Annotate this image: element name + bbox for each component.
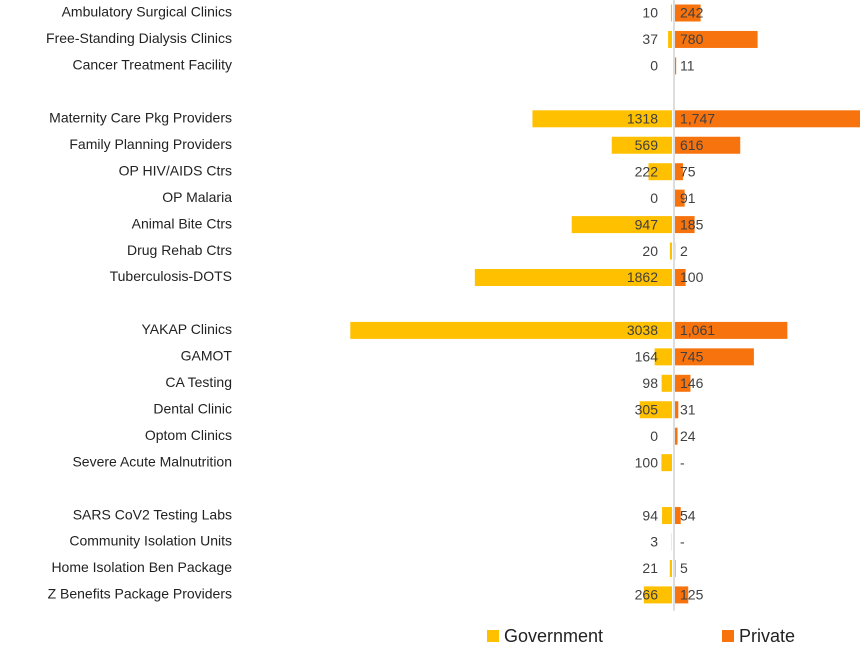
bar: [639, 401, 672, 419]
value-label: 0: [650, 190, 658, 206]
value-label: 75: [680, 163, 696, 179]
legend-label: Private: [739, 626, 795, 646]
bar: [675, 321, 788, 339]
value-label: 0: [650, 428, 658, 444]
bar: [675, 136, 741, 154]
bar: [669, 242, 672, 260]
category-label: CA Testing: [165, 374, 232, 390]
bar: [654, 348, 672, 366]
value-label: 1,061: [680, 322, 715, 338]
bar: [675, 57, 677, 75]
bar: [675, 374, 691, 392]
value-label: 164: [635, 349, 659, 365]
category-label: Z Benefits Package Providers: [48, 586, 232, 602]
bar: [675, 348, 754, 366]
value-label: 91: [680, 190, 696, 206]
category-label: GAMOT: [181, 348, 233, 364]
legend-swatch: [487, 630, 499, 642]
category-label: Drug Rehab Ctrs: [127, 242, 232, 258]
value-label: 20: [642, 243, 658, 259]
category-label: Tuberculosis-DOTS: [110, 268, 232, 284]
value-label: 745: [680, 349, 704, 365]
value-label: 1318: [627, 111, 658, 127]
value-label: 125: [680, 587, 704, 603]
bar: [675, 401, 679, 419]
bar: [662, 507, 672, 525]
bar: [675, 216, 695, 234]
value-label: 0: [650, 58, 658, 74]
category-label: Dental Clinic: [153, 400, 232, 416]
value-label: 780: [680, 31, 704, 47]
category-label: Family Planning Providers: [69, 136, 232, 152]
value-label: 569: [635, 137, 659, 153]
bar: [571, 216, 672, 234]
bar: [675, 269, 686, 286]
bar: [648, 163, 672, 181]
bar: [675, 4, 701, 22]
value-label: -: [680, 534, 685, 550]
category-label: OP HIV/AIDS Ctrs: [119, 162, 232, 178]
value-label: 3: [650, 534, 658, 550]
category-label: SARS CoV2 Testing Labs: [73, 506, 232, 522]
bar: [669, 559, 672, 577]
bar: [670, 4, 672, 22]
bar: [350, 321, 672, 339]
bar: [661, 454, 672, 472]
value-label: 54: [680, 507, 696, 523]
bar: [661, 374, 672, 392]
value-label: 616: [680, 137, 704, 153]
category-label: Home Isolation Ben Package: [51, 559, 232, 575]
value-label: 94: [642, 507, 658, 523]
bar: [675, 586, 689, 604]
bar: [611, 136, 672, 154]
value-label: 11: [680, 58, 695, 74]
value-label: 222: [635, 163, 659, 179]
category-label: Cancer Treatment Facility: [73, 57, 233, 73]
bar: [532, 110, 672, 128]
value-label: -: [680, 454, 685, 470]
bar: [675, 507, 681, 525]
value-label: 1,747: [680, 111, 715, 127]
bar: [675, 163, 683, 181]
value-label: 100: [635, 454, 659, 470]
value-label: 146: [680, 375, 704, 391]
value-label: 24: [680, 428, 696, 444]
value-label: 2: [680, 243, 688, 259]
value-label: 3038: [627, 322, 658, 338]
category-label: Severe Acute Malnutrition: [72, 453, 232, 469]
value-label: 10: [642, 5, 658, 21]
value-label: 98: [642, 375, 658, 391]
category-label: Maternity Care Pkg Providers: [49, 110, 232, 126]
legend-label: Government: [504, 626, 603, 646]
bar: [675, 110, 860, 128]
bar: [675, 559, 676, 577]
category-label: Free-Standing Dialysis Clinics: [46, 30, 232, 46]
bar: [668, 30, 672, 48]
value-label: 266: [635, 587, 659, 603]
category-label: YAKAP Clinics: [141, 321, 232, 337]
value-label: 100: [680, 269, 704, 285]
value-label: 242: [680, 5, 704, 21]
bar: [675, 189, 685, 207]
value-label: 1862: [627, 269, 658, 285]
bar: [675, 30, 758, 48]
category-label: Animal Bite Ctrs: [132, 215, 232, 231]
value-label: 5: [680, 560, 688, 576]
value-label: 947: [635, 216, 659, 232]
category-label: OP Malaria: [162, 189, 232, 205]
value-label: 37: [642, 31, 658, 47]
category-label: Community Isolation Units: [69, 533, 232, 549]
value-label: 305: [635, 401, 659, 417]
legend-swatch: [722, 630, 734, 642]
category-label: Optom Clinics: [145, 427, 232, 443]
value-label: 31: [680, 401, 696, 417]
category-label: Ambulatory Surgical Clinics: [62, 4, 232, 20]
value-label: 185: [680, 216, 704, 232]
bar: [474, 269, 672, 286]
bar: [675, 427, 678, 445]
value-label: 21: [642, 560, 658, 576]
bar: [643, 586, 672, 604]
